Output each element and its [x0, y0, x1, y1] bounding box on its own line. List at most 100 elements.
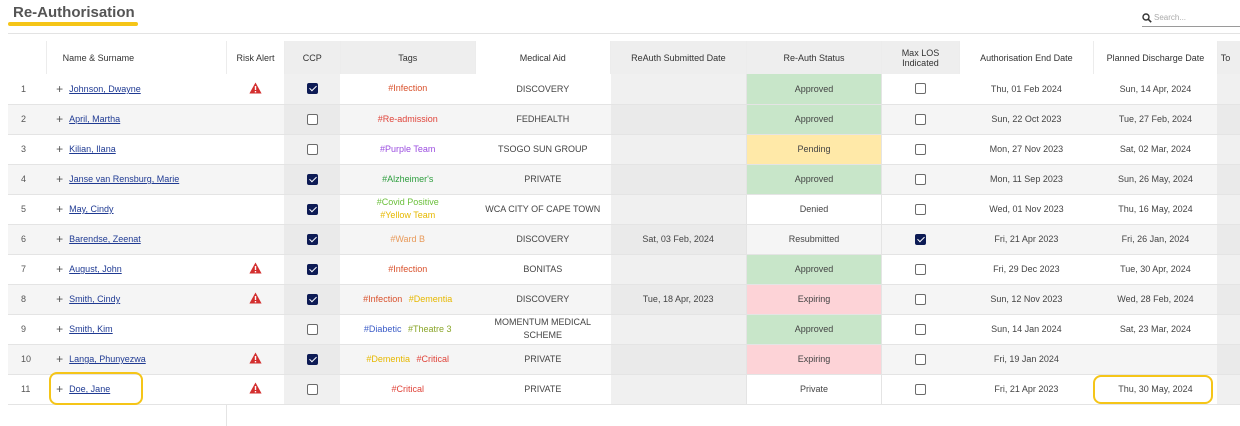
- table-row[interactable]: 5 + May, Cindy #Covid Positive #Yellow Team W…: [8, 194, 1240, 225]
- submitted-date-cell: Sat, 03 Feb, 2024: [610, 224, 747, 255]
- warning-icon[interactable]: [249, 382, 262, 396]
- table-row[interactable]: 4 + Janse van Rensburg, Marie #Alzheimer's P…: [8, 164, 1240, 195]
- max-los-checkbox[interactable]: [915, 173, 927, 185]
- patient-name-link[interactable]: May, Cindy: [69, 204, 114, 214]
- ccp-checkbox[interactable]: [306, 143, 318, 155]
- max-los-checkbox[interactable]: [915, 383, 927, 395]
- expand-row-icon[interactable]: +: [56, 262, 64, 276]
- ccp-checkbox[interactable]: [306, 173, 318, 185]
- ccp-cell: [284, 164, 341, 195]
- ccp-checkbox[interactable]: [306, 263, 318, 275]
- reauth-grid: Name & Surname Risk Alert CCP Tags Medic…: [8, 41, 1240, 426]
- table-row[interactable]: 11 + Doe, Jane #Critical PRIVATE Private Fri, …: [8, 374, 1240, 405]
- tag-label[interactable]: #Purple Team: [380, 143, 436, 154]
- patient-name-link[interactable]: Kilian, Ilana: [69, 144, 116, 154]
- search-box[interactable]: [1142, 9, 1240, 27]
- patient-name-link[interactable]: Smith, Kim: [69, 324, 113, 334]
- patient-name-link[interactable]: Smith, Cindy: [69, 294, 121, 304]
- expand-row-icon[interactable]: +: [56, 382, 64, 396]
- expand-row-icon[interactable]: +: [56, 142, 64, 156]
- tag-label[interactable]: #Infection: [363, 293, 403, 304]
- col-header-tags[interactable]: Tags: [340, 41, 476, 74]
- warning-icon[interactable]: [249, 82, 262, 96]
- medical-aid-cell: DISCOVERY: [475, 284, 611, 315]
- expand-row-icon[interactable]: +: [56, 232, 64, 246]
- warning-icon[interactable]: [249, 262, 262, 276]
- tag-label[interactable]: #Re-admission: [377, 113, 438, 124]
- tags-cell: #Dementia #Critical: [340, 344, 475, 375]
- table-row[interactable]: 7 + August, John #Infection BONITAS Approved F…: [8, 254, 1240, 285]
- patient-name-link[interactable]: August, John: [69, 264, 122, 274]
- ccp-checkbox[interactable]: [306, 83, 318, 95]
- col-header-risk[interactable]: Risk Alert: [226, 41, 285, 74]
- warning-icon[interactable]: [249, 352, 262, 366]
- table-row[interactable]: 2 + April, Martha #Re-admission FEDHEALTH App…: [8, 104, 1240, 135]
- ccp-checkbox[interactable]: [306, 383, 318, 395]
- max-los-cell: [881, 104, 960, 135]
- tag-label[interactable]: #Critical: [416, 353, 449, 364]
- col-header-submitted[interactable]: ReAuth Submitted Date: [610, 41, 747, 74]
- tag-label[interactable]: #Theatre 3: [407, 323, 452, 334]
- expand-row-icon[interactable]: +: [56, 202, 64, 216]
- ccp-cell: [284, 374, 341, 405]
- ccp-checkbox[interactable]: [306, 203, 318, 215]
- col-header-ccp[interactable]: CCP: [284, 41, 341, 74]
- tag-label[interactable]: #Alzheimer's: [382, 173, 434, 184]
- col-header-auth-end[interactable]: Authorisation End Date: [959, 41, 1095, 74]
- col-header-status[interactable]: Re-Auth Status: [746, 41, 883, 74]
- patient-name-link[interactable]: Johnson, Dwayne: [69, 83, 141, 94]
- tag-label[interactable]: #Dementia: [408, 293, 453, 304]
- col-header-medical-aid[interactable]: Medical Aid: [475, 41, 612, 74]
- expand-row-icon[interactable]: +: [56, 322, 64, 336]
- max-los-checkbox[interactable]: [915, 143, 927, 155]
- tag-label[interactable]: #Diabetic: [363, 323, 402, 334]
- expand-row-icon[interactable]: +: [56, 292, 64, 306]
- discharge-date-cell: Sun, 26 May, 2024: [1093, 164, 1218, 195]
- warning-icon[interactable]: [249, 292, 262, 306]
- tag-label[interactable]: #Ward B: [390, 233, 426, 244]
- table-row[interactable]: 8 + Smith, Cindy #Infection #Dementia DISCOV…: [8, 284, 1240, 315]
- tag-label[interactable]: #Infection: [388, 263, 428, 274]
- max-los-checkbox[interactable]: [915, 113, 927, 125]
- ccp-checkbox[interactable]: [306, 293, 318, 305]
- tag-label[interactable]: #Infection: [388, 83, 428, 94]
- expand-row-icon[interactable]: +: [56, 172, 64, 186]
- extra-cell: [1217, 104, 1240, 135]
- col-header-discharge[interactable]: Planned Discharge Date: [1093, 41, 1218, 74]
- ccp-checkbox[interactable]: [306, 233, 318, 245]
- table-row[interactable]: 6 + Barendse, Zeenat #Ward B DISCOVERY Sat, 0…: [8, 224, 1240, 255]
- ccp-checkbox[interactable]: [306, 323, 318, 335]
- tag-label[interactable]: #Covid Positive: [376, 197, 439, 207]
- tag-label[interactable]: #Critical: [391, 383, 424, 394]
- expand-row-icon[interactable]: +: [56, 81, 64, 96]
- max-los-checkbox[interactable]: [915, 323, 927, 335]
- col-header-extra[interactable]: To: [1217, 41, 1240, 74]
- col-header-name[interactable]: Name & Surname: [46, 41, 228, 74]
- col-header-max-los[interactable]: Max LOS Indicated: [881, 41, 960, 74]
- expand-row-icon[interactable]: +: [56, 112, 64, 126]
- expand-row-icon[interactable]: +: [56, 352, 64, 366]
- medical-aid-cell: DISCOVERY: [475, 224, 611, 255]
- tag-label[interactable]: #Yellow Team: [380, 210, 436, 220]
- table-row[interactable]: 1 + Johnson, Dwayne #Infection DISCOVERY Appr…: [8, 74, 1240, 105]
- max-los-checkbox[interactable]: [915, 83, 927, 95]
- table-row[interactable]: 10 + Langa, Phunyezwa #Dementia #Critical PR…: [8, 344, 1240, 375]
- max-los-checkbox[interactable]: [915, 233, 927, 245]
- max-los-cell: [881, 314, 960, 345]
- table-row[interactable]: 9 + Smith, Kim #Diabetic #Theatre 3 MOMENTUM…: [8, 314, 1240, 345]
- ccp-checkbox[interactable]: [306, 113, 318, 125]
- patient-name-link[interactable]: Doe, Jane: [69, 384, 111, 394]
- max-los-checkbox[interactable]: [915, 203, 927, 215]
- search-input[interactable]: [1154, 13, 1238, 22]
- patient-name-link[interactable]: Langa, Phunyezwa: [69, 354, 146, 364]
- tag-label[interactable]: #Dementia: [366, 353, 410, 364]
- patient-name-link[interactable]: Janse van Rensburg, Marie: [69, 174, 180, 184]
- table-row[interactable]: 3 + Kilian, Ilana #Purple Team TSOGO SUN GRO…: [8, 134, 1240, 165]
- max-los-checkbox[interactable]: [915, 353, 927, 365]
- medical-aid-cell: MOMENTUM MEDICAL SCHEME: [475, 314, 611, 345]
- max-los-checkbox[interactable]: [915, 293, 927, 305]
- patient-name-link[interactable]: April, Martha: [69, 114, 121, 124]
- max-los-checkbox[interactable]: [915, 263, 927, 275]
- patient-name-link[interactable]: Barendse, Zeenat: [69, 234, 141, 244]
- ccp-checkbox[interactable]: [306, 353, 318, 365]
